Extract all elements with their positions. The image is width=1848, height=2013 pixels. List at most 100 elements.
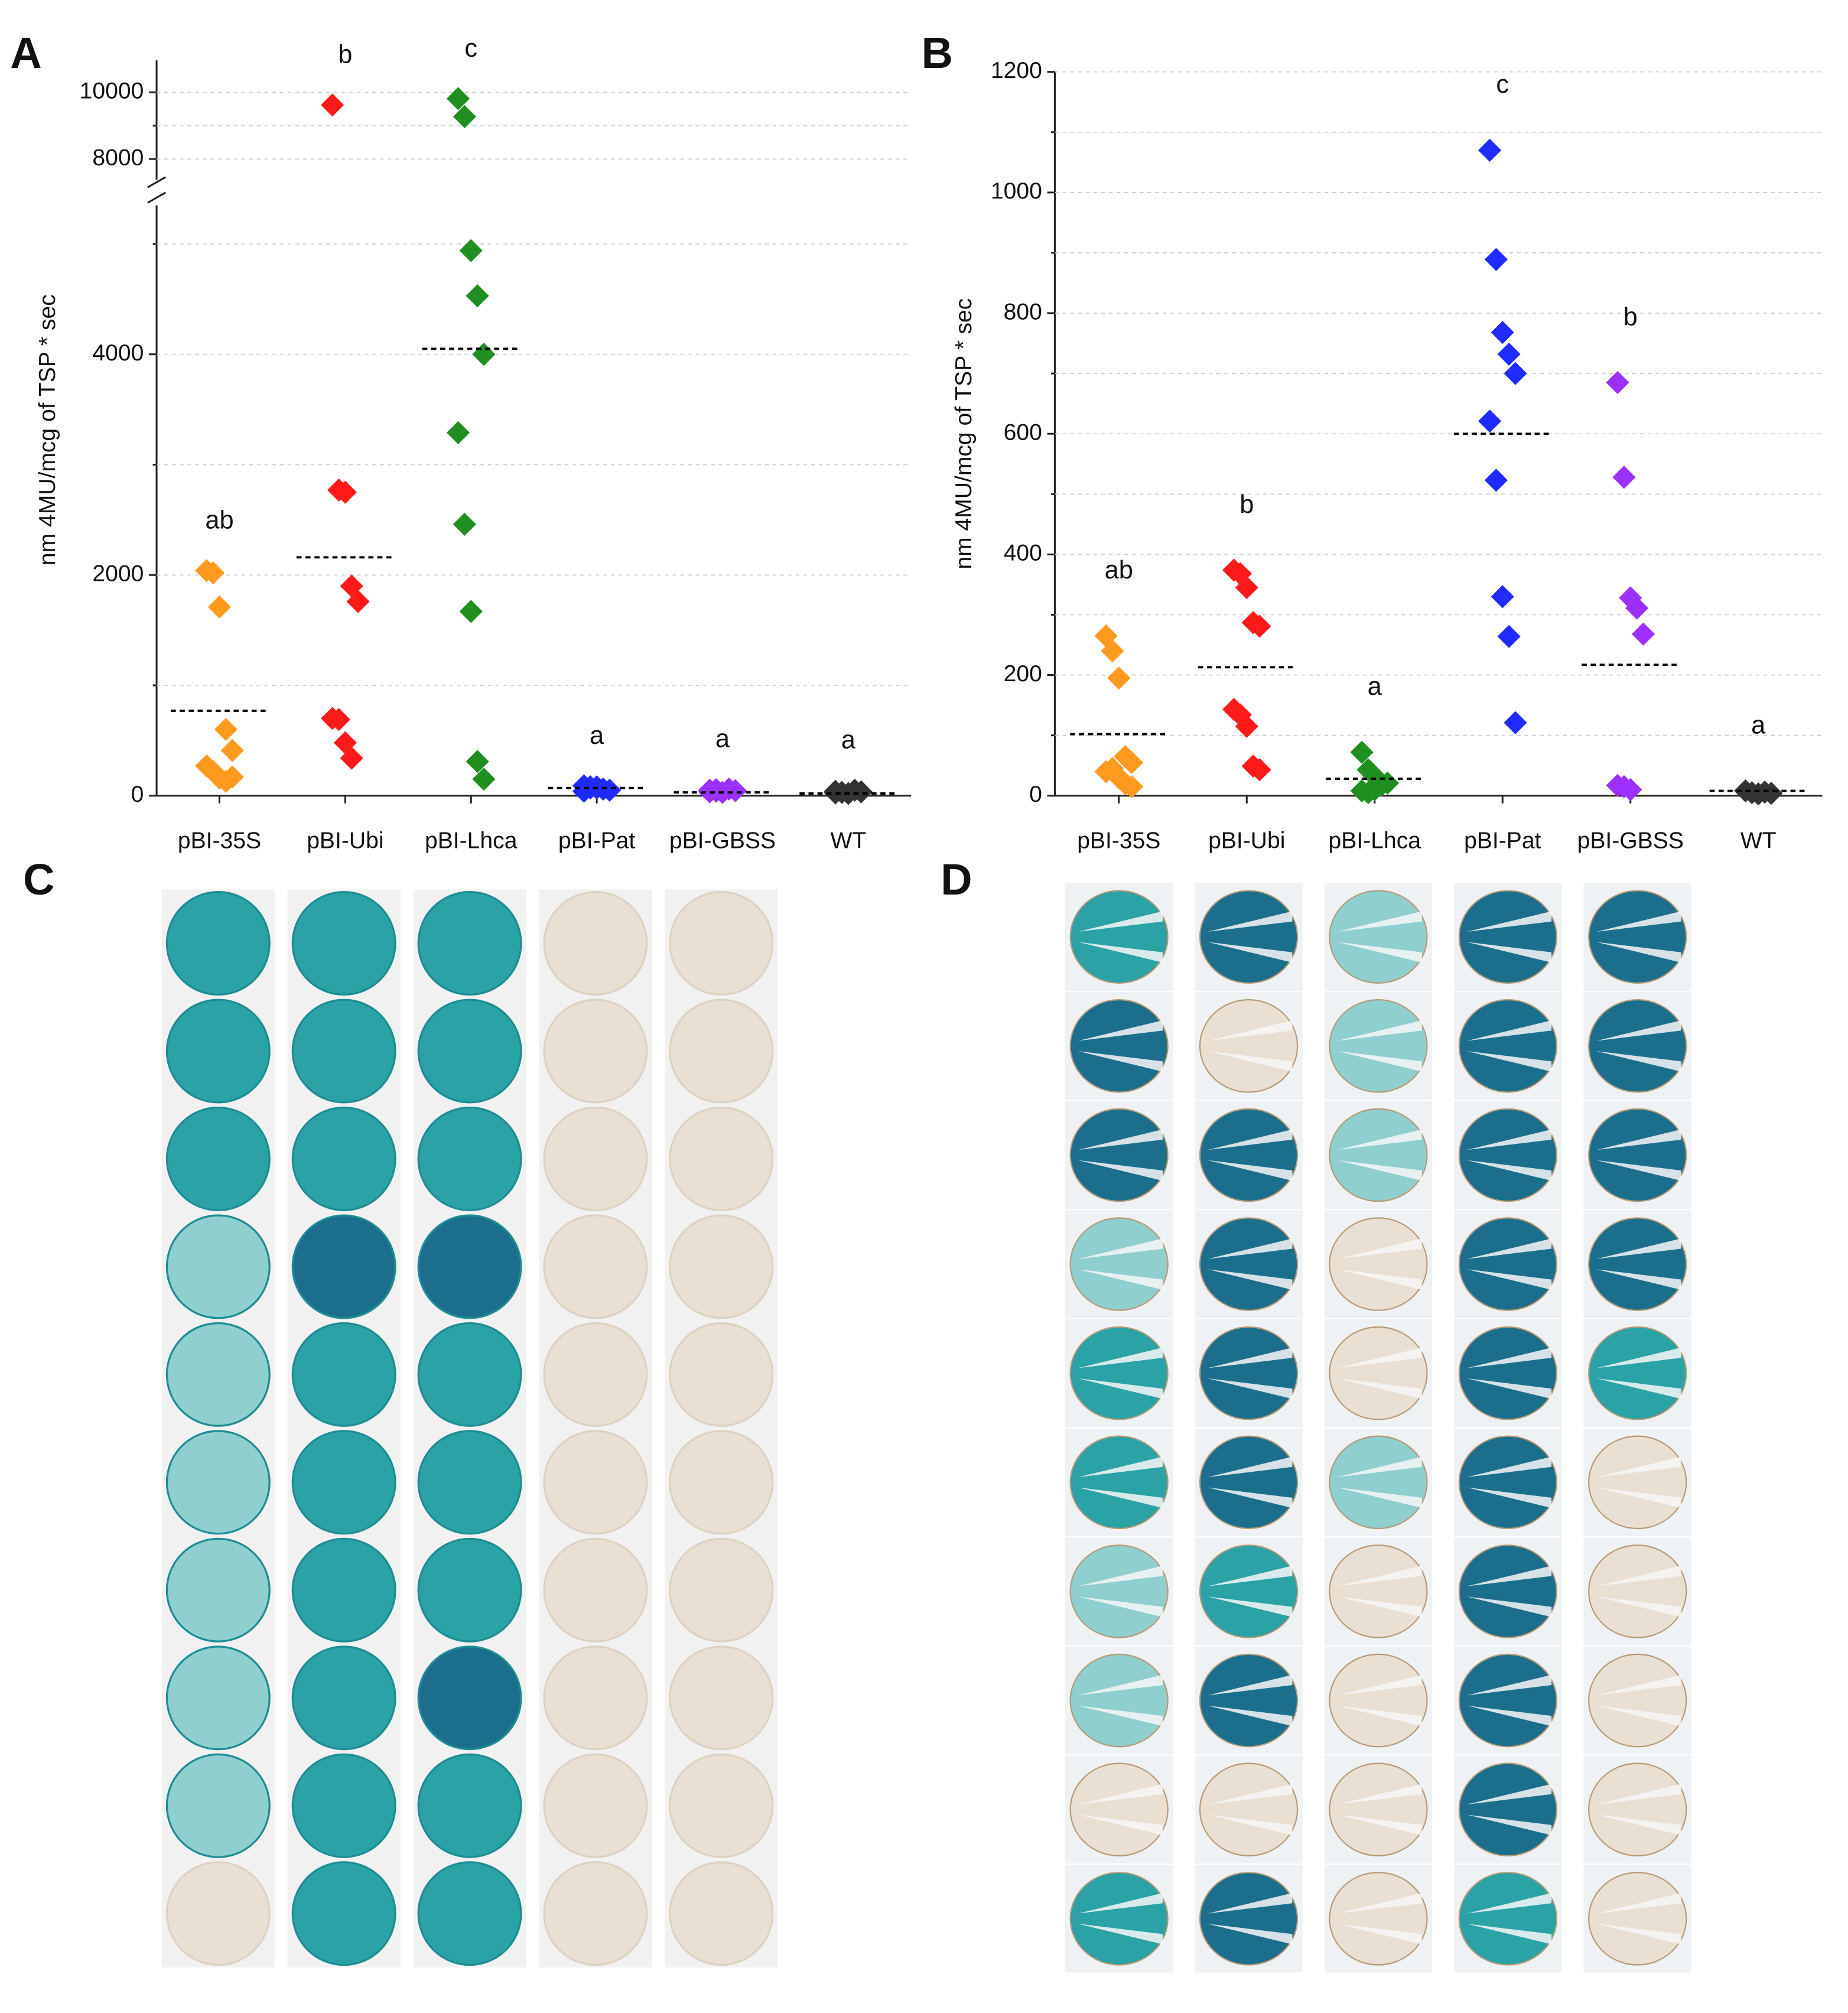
x-tick-label: pBI-GBSS xyxy=(1577,828,1684,853)
y-tick-label: 8000 xyxy=(92,145,144,170)
y-tick-label: 600 xyxy=(1004,420,1042,445)
data-point xyxy=(1484,248,1508,271)
data-point xyxy=(466,750,489,773)
data-point xyxy=(472,343,496,366)
leaf-disc xyxy=(669,1322,774,1427)
leaf-disc xyxy=(543,1861,648,1966)
data-point xyxy=(459,239,483,262)
plate-sample xyxy=(1588,1108,1687,1202)
plate-cut xyxy=(1466,1892,1552,1944)
plate-sample xyxy=(1458,890,1557,984)
y-tick-label: 1000 xyxy=(991,178,1042,204)
plate-cut xyxy=(1466,1456,1552,1508)
y-tick-label: 2000 xyxy=(92,561,144,587)
leaf-disc xyxy=(417,999,522,1104)
plate-sample xyxy=(1588,1544,1687,1638)
plate-cut xyxy=(1466,1129,1552,1181)
x-tick-label: WT xyxy=(1740,828,1777,853)
plate-sample xyxy=(1588,1762,1687,1856)
leaf-disc xyxy=(291,1430,396,1535)
plate-sample xyxy=(1199,1872,1299,1966)
x-tick-label: pBI-Pat xyxy=(1464,828,1541,853)
plate-sample xyxy=(1069,890,1169,984)
leaf-disc xyxy=(165,1645,271,1751)
panel-label: D xyxy=(941,855,972,904)
plate-cut xyxy=(1337,1674,1422,1726)
plate-sample xyxy=(1069,1326,1169,1420)
y-axis-label: nm 4MU/mcg of TSP * sec xyxy=(35,294,60,565)
leaf-disc xyxy=(417,1214,522,1319)
plate-cut xyxy=(1208,1456,1293,1508)
plate-sample xyxy=(1329,890,1428,984)
data-point xyxy=(1120,775,1144,798)
data-point xyxy=(453,105,476,129)
plate-sample xyxy=(1069,1435,1169,1530)
plate-cut xyxy=(1078,1347,1163,1399)
plate-cut xyxy=(1596,911,1681,963)
plate-cut xyxy=(1337,1129,1422,1181)
plate-cut xyxy=(1078,1456,1163,1508)
plate-sample xyxy=(1329,1326,1428,1420)
plate-sample xyxy=(1588,1653,1687,1748)
plate-sample xyxy=(1329,1544,1428,1638)
plate-sample xyxy=(1329,1762,1428,1856)
x-tick-label: pBI-Lhca xyxy=(1329,828,1421,853)
leaf-disc xyxy=(291,1645,396,1751)
plate-cut xyxy=(1208,1674,1293,1726)
plate-sample xyxy=(1458,1762,1557,1856)
leaf-disc xyxy=(543,1214,648,1319)
leaf-disc xyxy=(417,1106,522,1211)
x-tick-label: pBI-Ubi xyxy=(307,828,383,853)
plate-sample xyxy=(1069,999,1169,1093)
plate-cut xyxy=(1078,911,1163,963)
leaf-disc xyxy=(165,1214,271,1319)
data-point xyxy=(1248,758,1271,782)
data-point xyxy=(1248,614,1271,638)
x-tick-label: pBI-Pat xyxy=(558,828,635,853)
plate-sample xyxy=(1458,999,1557,1093)
plate-cut xyxy=(1596,1347,1681,1399)
plate-cut xyxy=(1337,1347,1422,1399)
plate-sample xyxy=(1199,1217,1299,1311)
significance-letter: ab xyxy=(205,506,233,535)
plate-sample xyxy=(1458,1544,1557,1638)
data-point xyxy=(1478,138,1502,162)
leaf-disc xyxy=(291,1214,396,1319)
data-point xyxy=(466,284,489,308)
y-axis-label: nm 4MU/mcg of TSP * sec xyxy=(951,298,977,570)
data-point xyxy=(1606,370,1629,394)
plate-cut xyxy=(1596,1784,1681,1836)
plate-sample xyxy=(1199,1435,1299,1530)
y-tick-label: 400 xyxy=(1004,541,1042,566)
leaf-disc xyxy=(291,1106,396,1211)
leaf-disc xyxy=(417,1430,522,1535)
data-point xyxy=(207,595,232,619)
plate-cut xyxy=(1208,1020,1293,1072)
plate-sample xyxy=(1199,1326,1299,1420)
axis-break xyxy=(147,191,167,204)
data-point xyxy=(1120,751,1144,775)
plate-cut xyxy=(1208,1892,1293,1944)
leaf-disc xyxy=(417,1861,522,1966)
plate-cut xyxy=(1208,1238,1293,1290)
leaf-disc xyxy=(417,1645,522,1751)
data-point xyxy=(824,781,847,805)
data-point xyxy=(1497,342,1521,366)
leaf-disc xyxy=(291,1861,396,1966)
x-tick-label: pBI-GBSS xyxy=(669,828,776,853)
plate-cut xyxy=(1466,1674,1552,1726)
significance-letter: a xyxy=(1368,672,1382,701)
data-point xyxy=(1235,575,1258,600)
data-point xyxy=(201,561,225,585)
x-tick-label: pBI-Ubi xyxy=(1208,828,1285,853)
data-point xyxy=(1491,321,1514,344)
y-tick-label: 1200 xyxy=(991,58,1042,83)
data-point xyxy=(1504,711,1527,734)
leaf-disc xyxy=(291,1753,396,1858)
plate-cut xyxy=(1208,1347,1293,1399)
leaf-disc xyxy=(417,1753,522,1858)
significance-letter: a xyxy=(590,721,604,750)
plate-sample xyxy=(1069,1108,1169,1202)
leaf-disc xyxy=(291,1322,396,1427)
data-point xyxy=(850,780,873,804)
